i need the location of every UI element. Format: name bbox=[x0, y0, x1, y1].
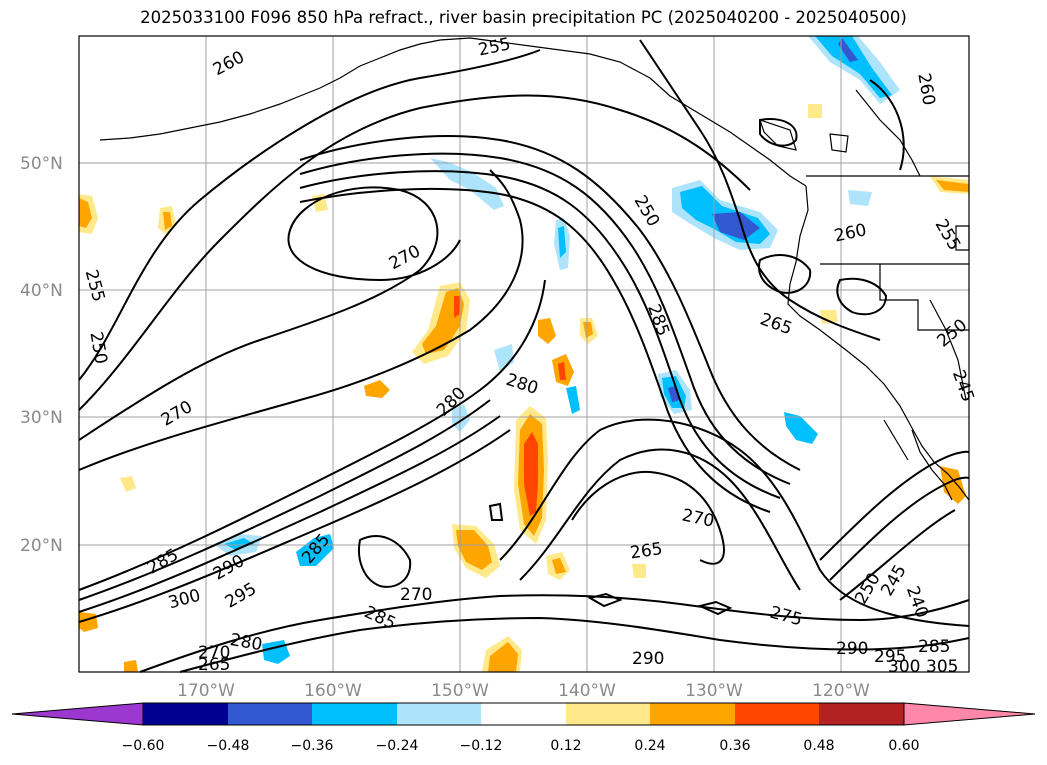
map-panel: 260 255 270 255 250 270 280 280 250 285 … bbox=[78, 34, 978, 677]
positive-shading bbox=[79, 104, 969, 672]
colorbar-tick: 0.24 bbox=[634, 738, 665, 754]
colorbar-segment bbox=[735, 703, 819, 725]
colorbar-tick: −0.48 bbox=[207, 738, 250, 754]
colorbar-tick: 0.60 bbox=[888, 738, 919, 754]
colorbar-segment bbox=[312, 703, 397, 725]
lon-label: 140°W bbox=[558, 681, 616, 701]
colorbar-tick: 0.36 bbox=[719, 738, 750, 754]
contour-label: 290 bbox=[836, 639, 868, 659]
contour-label: 285 bbox=[918, 637, 950, 657]
colorbar-tick: 0.48 bbox=[803, 738, 834, 754]
colorbar-extend-left bbox=[11, 702, 144, 726]
lat-label: 30°N bbox=[20, 408, 63, 428]
contour-label: 295 bbox=[874, 647, 906, 667]
colorbar-outline bbox=[142, 702, 905, 726]
lon-label: 170°W bbox=[177, 681, 235, 701]
colorbar-segment bbox=[397, 703, 481, 725]
colorbar-segment bbox=[819, 703, 904, 725]
refractivity-contours bbox=[78, 39, 970, 673]
map-title: 2025033100 F096 850 hPa refract., river … bbox=[140, 8, 907, 27]
lat-label: 50°N bbox=[20, 154, 63, 174]
lat-label: 20°N bbox=[20, 536, 63, 556]
colorbar-tick: −0.24 bbox=[376, 738, 419, 754]
latitude-labels: 50°N 40°N 30°N 20°N bbox=[20, 154, 63, 556]
lon-label: 150°W bbox=[431, 681, 489, 701]
negative-shading bbox=[214, 36, 900, 664]
colorbar-tick: −0.12 bbox=[460, 738, 503, 754]
contour-label: 290 bbox=[632, 649, 664, 669]
colorbar: −0.60 −0.48 −0.36 −0.24 −0.12 0.12 0.24 … bbox=[11, 702, 1036, 754]
colorbar-tick: 0.12 bbox=[550, 738, 581, 754]
longitude-labels: 170°W 160°W 150°W 140°W 130°W 120°W bbox=[177, 681, 870, 701]
contour-label: 265 bbox=[198, 655, 230, 675]
contour-label: 270 bbox=[400, 585, 432, 605]
contour-label: 265 bbox=[629, 539, 664, 563]
colorbar-segment bbox=[481, 703, 566, 725]
colorbar-segment bbox=[228, 703, 312, 725]
map-frame bbox=[78, 35, 970, 673]
lon-label: 160°W bbox=[304, 681, 362, 701]
colorbar-segment bbox=[566, 703, 650, 725]
colorbar-tick: −0.36 bbox=[291, 738, 334, 754]
colorbar-segment bbox=[143, 703, 228, 725]
colorbar-tick: −0.60 bbox=[122, 738, 165, 754]
contour-label: 270 bbox=[198, 643, 230, 663]
lon-label: 120°W bbox=[812, 681, 870, 701]
contour-label: 300 bbox=[888, 657, 920, 677]
colorbar-segment bbox=[650, 703, 735, 725]
contour-label: 305 bbox=[926, 657, 958, 677]
lat-label: 40°N bbox=[20, 281, 63, 301]
lon-label: 130°W bbox=[685, 681, 743, 701]
colorbar-extend-right bbox=[903, 702, 1036, 726]
